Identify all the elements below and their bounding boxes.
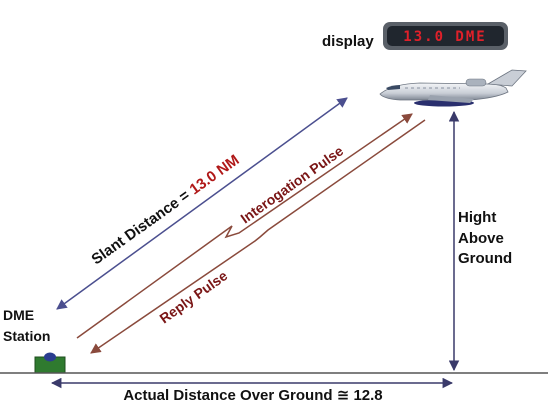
slant-distance-value: 13.0 NM: [187, 152, 243, 199]
ground-distance-label: Actual Distance Over Ground ≅ 12.8: [123, 387, 382, 404]
interrogation-pulse-arrow: [76, 113, 413, 339]
slant-distance-label: Slant Distance = 13.0 NM: [88, 152, 242, 269]
height-label-line3: Ground: [458, 250, 512, 267]
reply-pulse-arrow: [90, 119, 426, 354]
dme-readout: 13.0 DME: [403, 29, 486, 45]
display-label: display: [322, 33, 374, 50]
station-label-line1: DME: [3, 307, 34, 323]
reply-pulse-label: Reply Pulse: [156, 267, 230, 326]
slant-distance-prefix: Slant Distance =: [88, 184, 196, 268]
height-label-line2: Above: [458, 230, 504, 247]
aircraft-icon: [379, 69, 527, 107]
dme-display-panel: 13.0 DME: [383, 22, 508, 50]
slant-distance-line: [56, 97, 348, 310]
station-label-line2: Station: [3, 328, 50, 344]
dme-station-icon: [34, 352, 66, 374]
height-label-line1: Hight: [458, 209, 496, 226]
